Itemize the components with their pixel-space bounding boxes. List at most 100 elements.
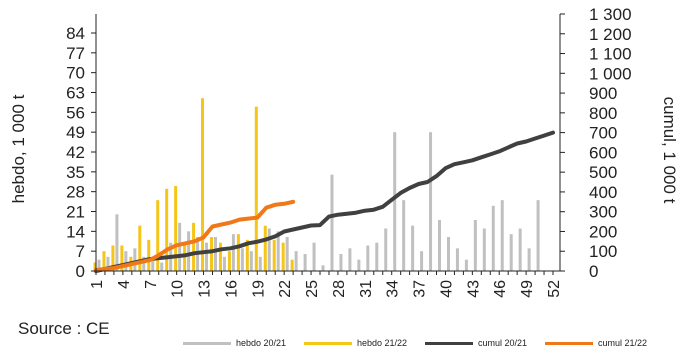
bar-hebdo-20-21 — [133, 248, 137, 271]
bar-hebdo-21-22 — [147, 239, 151, 271]
bar-hebdo-20-21 — [187, 231, 191, 271]
bar-hebdo-21-22 — [201, 98, 205, 272]
line-cumul-21-22 — [94, 199, 296, 272]
bar-hebdo-21-22 — [209, 237, 213, 271]
bar-hebdo-20-21 — [473, 220, 477, 271]
right-tick-label: 200 — [589, 222, 617, 241]
x-tick-label: 28 — [331, 280, 348, 298]
bar-hebdo-20-21 — [124, 251, 128, 271]
bar-hebdo-21-22 — [227, 251, 231, 271]
bar-hebdo-20-21 — [482, 228, 486, 271]
legend-label: cumul 20/21 — [478, 338, 527, 348]
bar-hebdo-20-21 — [393, 132, 397, 271]
right-tick-label: 800 — [589, 104, 617, 123]
bar-hebdo-20-21 — [205, 242, 209, 271]
x-tick-label: 34 — [385, 280, 402, 298]
bar-hebdo-20-21 — [213, 237, 217, 271]
bar-hebdo-20-21 — [455, 248, 459, 271]
bar-hebdo-20-21 — [357, 259, 361, 271]
bar-hebdo-21-22 — [290, 259, 294, 271]
bar-hebdo-20-21 — [240, 248, 244, 271]
left-tick-label: 77 — [66, 44, 85, 63]
bar-hebdo-20-21 — [258, 256, 262, 271]
x-tick-label: 25 — [304, 280, 321, 298]
bar-hebdo-21-22 — [254, 106, 258, 272]
x-tick-label: 31 — [358, 280, 375, 298]
bar-hebdo-20-21 — [339, 254, 343, 271]
left-tick-label: 42 — [66, 143, 85, 162]
right-tick-label: 400 — [589, 183, 617, 202]
bar-hebdo-20-21 — [446, 237, 450, 271]
right-tick-label: 300 — [589, 203, 617, 222]
legend: hebdo 20/21 hebdo 21/22 cumul 20/21 cumul 2… — [183, 338, 647, 348]
bar-hebdo-20-21 — [402, 200, 406, 271]
bar-hebdo-20-21 — [411, 225, 415, 271]
right-tick-label: 1 100 — [589, 45, 632, 64]
left-tick-label: 63 — [66, 84, 85, 103]
left-tick-label: 14 — [66, 222, 85, 241]
bar-hebdo-20-21 — [348, 248, 352, 271]
bar-hebdo-21-22 — [102, 251, 106, 271]
bar-hebdo-20-21 — [518, 228, 522, 271]
bar-hebdo-20-21 — [106, 256, 110, 271]
left-tick-label: 7 — [76, 242, 85, 261]
left-tick-label: 0 — [76, 262, 85, 281]
bar-hebdo-21-22 — [111, 245, 115, 271]
legend-label: cumul 21/22 — [598, 338, 647, 348]
x-tick-label: 22 — [277, 280, 294, 298]
x-tick-label: 13 — [197, 280, 214, 298]
x-tick-label: 49 — [519, 280, 536, 298]
bar-hebdo-20-21 — [527, 248, 531, 271]
right-tick-label: 1 000 — [589, 64, 632, 83]
right-tick-label: 100 — [589, 242, 617, 261]
legend-swatch — [183, 342, 231, 345]
bar-hebdo-21-22 — [138, 225, 142, 271]
right-tick-label: 1 300 — [589, 5, 632, 24]
right-tick-label: 900 — [589, 84, 617, 103]
x-axis-ticks: 1 4 7 10 13 16 19 22 25 28 31 34 37 40 43 46 49 52 — [89, 271, 563, 298]
bar-hebdo-20-21 — [384, 228, 388, 271]
x-tick-label: 10 — [170, 280, 187, 298]
right-tick-label: 500 — [589, 163, 617, 182]
legend-swatch — [304, 342, 352, 345]
x-tick-label: 16 — [223, 280, 240, 298]
left-tick-label: 49 — [66, 123, 85, 142]
cumulative-lines — [94, 130, 555, 273]
bar-hebdo-21-22 — [192, 222, 196, 271]
left-tick-label: 28 — [66, 183, 85, 202]
x-tick-label: 40 — [438, 280, 455, 298]
bar-hebdo-20-21 — [366, 245, 370, 271]
bar-hebdo-20-21 — [231, 234, 235, 271]
right-tick-label: 0 — [589, 262, 598, 281]
bar-hebdo-20-21 — [276, 231, 280, 271]
bar-hebdo-20-21 — [249, 251, 253, 271]
left-tick-label: 84 — [66, 24, 85, 43]
line-cumul-20-21 — [94, 130, 555, 273]
legend-label: hebdo 20/21 — [236, 338, 286, 348]
bar-hebdo-20-21 — [222, 256, 226, 271]
x-tick-label: 4 — [116, 280, 133, 289]
bar-hebdo-21-22 — [245, 239, 249, 271]
bar-hebdo-20-21 — [321, 265, 325, 271]
left-tick-label: 56 — [66, 103, 85, 122]
bar-hebdo-20-21 — [160, 262, 164, 271]
x-tick-label: 19 — [250, 280, 267, 298]
bar-hebdo-21-22 — [272, 239, 276, 271]
x-tick-label: 7 — [143, 280, 160, 289]
bar-hebdo-20-21 — [491, 205, 495, 271]
bar-hebdo-21-22 — [156, 200, 160, 271]
legend-cumul-21-22: cumul 21/22 — [545, 338, 647, 348]
bars-hebdo-21-22 — [93, 98, 294, 272]
x-tick-label: 1 — [89, 280, 106, 289]
bar-hebdo-20-21 — [536, 200, 540, 271]
bar-hebdo-21-22 — [236, 234, 240, 271]
left-tick-label: 21 — [66, 203, 85, 222]
bar-hebdo-20-21 — [303, 254, 307, 271]
bar-hebdo-21-22 — [263, 225, 267, 271]
bar-hebdo-20-21 — [438, 220, 442, 271]
legend-hebdo-20-21: hebdo 20/21 — [183, 338, 286, 348]
right-tick-label: 600 — [589, 143, 617, 162]
bar-hebdo-21-22 — [120, 245, 124, 271]
